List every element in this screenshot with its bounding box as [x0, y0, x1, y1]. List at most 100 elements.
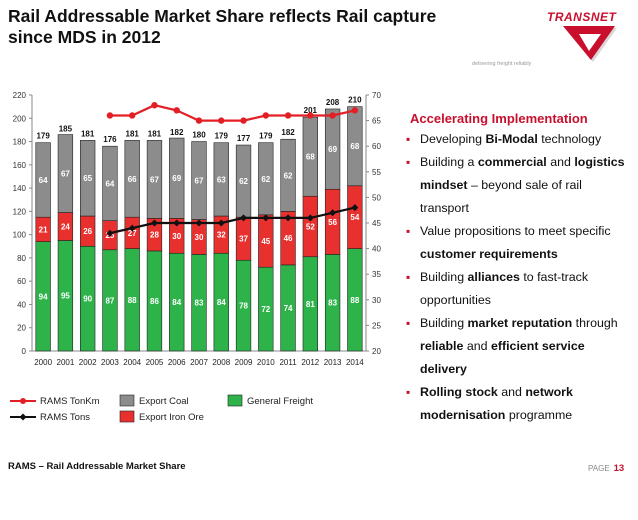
bullet-item: Building alliances to fast-track opportu…: [406, 266, 630, 312]
total-value-label: 181: [148, 129, 162, 138]
implementation-panel: Accelerating Implementation Developing B…: [388, 100, 634, 458]
legend-label: General Freight: [247, 396, 313, 407]
left-axis-tick-label: 0: [22, 347, 27, 356]
left-axis-tick-label: 40: [17, 300, 26, 309]
export-coal-value-label: 69: [172, 174, 181, 183]
title-line-1: Rail Addressable Market Share reflects R…: [8, 6, 437, 26]
export-coal-value-label: 68: [350, 142, 359, 151]
export-coal-bar: [347, 106, 363, 187]
general-freight-value-label: 88: [128, 296, 137, 305]
x-tick-label: 2014: [346, 358, 364, 367]
transnet-logo: TRANSNET: [505, 6, 633, 70]
rams-tons-marker: [217, 219, 225, 227]
right-axis-tick-label: 25: [372, 321, 381, 330]
general-freight-value-label: 84: [172, 298, 181, 307]
legend-swatch: [119, 410, 135, 423]
general-freight-value-label: 94: [39, 292, 48, 301]
export-iron-ore-value-label: 45: [261, 237, 270, 246]
general-freight-value-label: 72: [261, 305, 270, 314]
legend-label: Export Iron Ore: [139, 412, 204, 423]
x-tick-label: 2005: [146, 358, 164, 367]
export-coal-bar: [124, 140, 140, 218]
rams-tons-marker: [240, 214, 248, 222]
legend-marker: [20, 398, 26, 404]
rams-tonkm-marker: [129, 112, 136, 119]
rams-tonkm-marker: [307, 112, 314, 119]
total-value-label: 185: [59, 125, 73, 134]
bullet-text: and: [463, 339, 491, 353]
rams-tons-line: [109, 206, 356, 235]
left-axis-tick-label: 140: [13, 184, 27, 193]
export-iron-ore-value-label: 52: [306, 222, 315, 231]
export-iron-ore-value-label: 24: [61, 222, 70, 231]
right-axis-tick-label: 45: [372, 219, 381, 228]
bullet-text: logistics mindset: [420, 155, 625, 192]
export-coal-value-label: 67: [195, 177, 204, 186]
export-coal-value-label: 66: [128, 175, 137, 184]
total-value-label: 201: [304, 106, 318, 115]
total-value-label: 181: [81, 129, 95, 138]
x-tick-label: 2008: [212, 358, 230, 367]
footer-rams-definition: RAMS – Rail Addressable Market Share: [8, 461, 186, 472]
right-axis-tick-label: 60: [372, 142, 381, 151]
total-value-label: 179: [215, 132, 229, 141]
export-coal-bar: [146, 140, 163, 219]
general-freight-value-label: 81: [306, 300, 315, 309]
total-value-label: 182: [281, 128, 295, 137]
logo-triangle-icon: [563, 26, 617, 62]
export-coal-bar: [324, 108, 341, 190]
left-axis-tick-label: 180: [13, 138, 27, 147]
bullet-item: Rolling stock and network modernisation …: [406, 381, 630, 427]
total-value-label: 210: [348, 96, 362, 105]
rams-tons-marker: [262, 214, 270, 222]
bullet-text: network modernisation: [420, 385, 573, 422]
export-iron-ore-value-label: 21: [39, 225, 48, 234]
general-freight-value-label: 74: [284, 304, 293, 313]
left-axis-tick-label: 200: [13, 114, 27, 123]
left-axis-tick-label: 80: [17, 254, 26, 263]
rams-tons-marker: [173, 219, 181, 227]
general-freight-value-label: 86: [150, 297, 159, 306]
general-freight-value-label: 78: [239, 302, 248, 311]
bullet-text: Rolling stock: [420, 385, 498, 399]
rams-stacked-bar-chart: 0 20 40 60 80 100 120 140 160 180 200 220 20 25 30 35 40…: [10, 91, 381, 423]
bullet-text: reliable: [420, 339, 464, 353]
export-iron-ore-value-label: 37: [239, 235, 248, 244]
left-axis-tick-label: 20: [17, 324, 26, 333]
page-label: PAGE: [588, 464, 610, 473]
total-value-label: 177: [237, 134, 251, 143]
bullet-item: Building market reputation through relia…: [406, 312, 630, 381]
general-freight-value-label: 84: [217, 298, 226, 307]
left-axis-tick-label: 60: [17, 277, 26, 286]
bullet-text: technology: [537, 132, 602, 146]
legend-label: RAMS Tons: [40, 412, 90, 423]
bullet-text: and: [497, 385, 526, 399]
rams-tonkm-marker: [151, 102, 158, 109]
bullet-text: Building: [420, 316, 468, 330]
x-tick-label: 2004: [123, 358, 141, 367]
export-coal-bar: [213, 142, 229, 217]
legend-label: RAMS TonKm: [40, 396, 100, 407]
export-coal-bar: [102, 145, 118, 221]
rams-tons-marker: [329, 209, 337, 217]
left-axis-tick-label: 160: [13, 161, 27, 170]
rams-tonkm-marker: [262, 112, 269, 119]
export-iron-ore-value-label: 26: [83, 227, 92, 236]
right-axis-tick-label: 55: [372, 168, 381, 177]
export-iron-ore-value-label: 28: [150, 231, 159, 240]
left-axis-tick-label: 120: [13, 207, 27, 216]
general-freight-value-label: 95: [61, 292, 70, 301]
bullet-item: Developing Bi-Modal technology: [406, 128, 630, 151]
export-coal-bar: [57, 134, 74, 213]
export-coal-bar: [80, 140, 96, 217]
export-coal-value-label: 62: [261, 175, 270, 184]
export-coal-value-label: 67: [61, 170, 70, 179]
export-coal-value-label: 67: [150, 175, 159, 184]
rams-tonkm-marker: [284, 112, 292, 119]
export-coal-bar: [35, 142, 51, 218]
rams-tonkm-marker: [240, 117, 247, 124]
legend-label: Export Coal: [139, 396, 189, 407]
x-tick-label: 2006: [168, 358, 186, 367]
rams-tonkm-marker: [173, 107, 180, 114]
bullet-text: Developing: [420, 132, 486, 146]
